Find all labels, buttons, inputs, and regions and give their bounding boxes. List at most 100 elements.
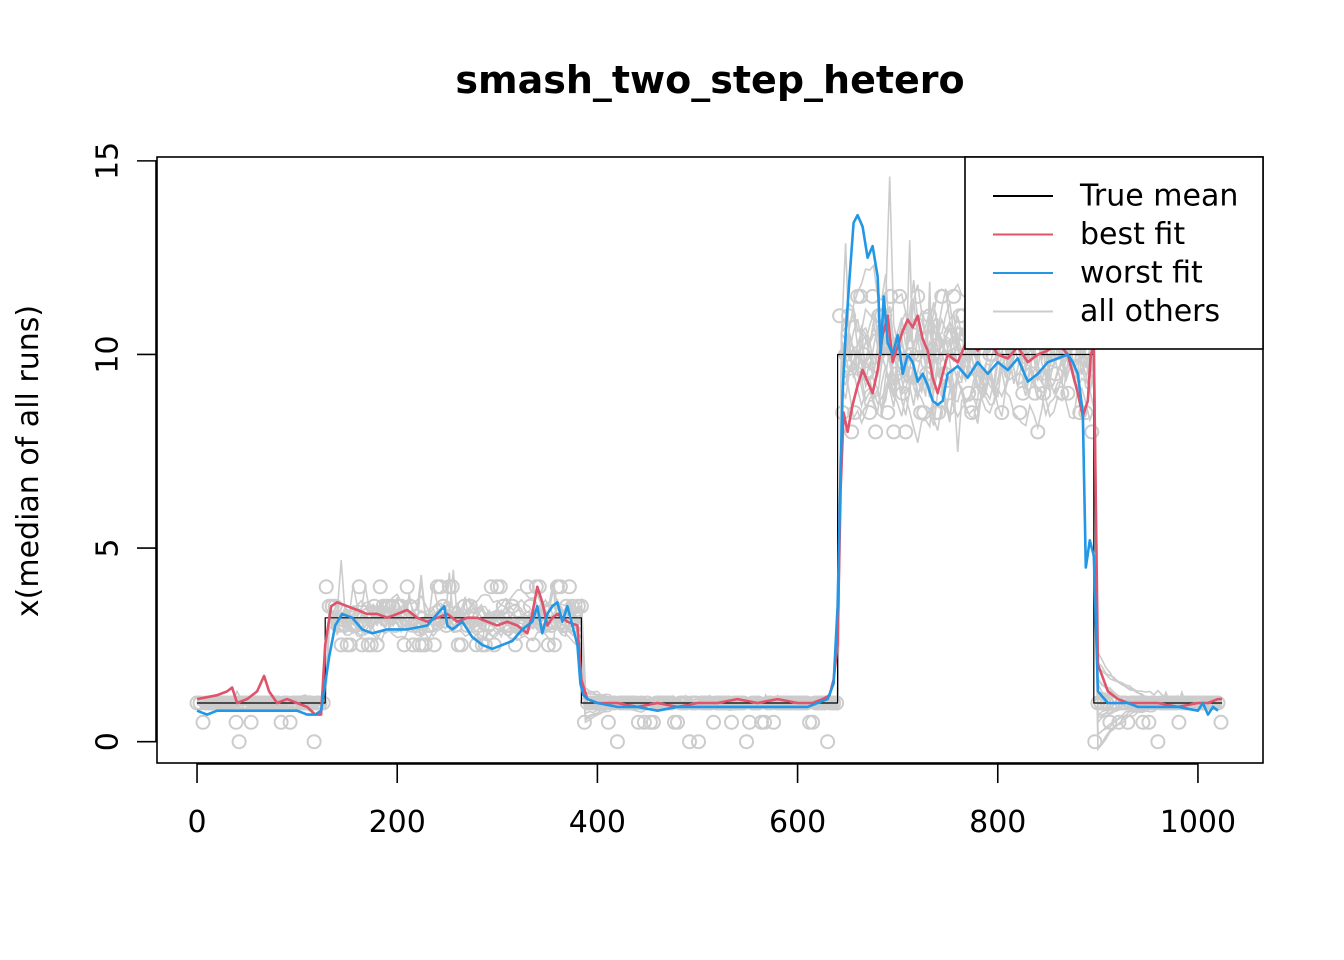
data-point [766,714,782,730]
x-tick-label: 0 [187,805,206,840]
data-point [333,637,349,653]
data-point [1030,424,1046,440]
data-point [913,405,929,421]
y-tick-label: 0 [91,732,126,751]
data-point [453,637,469,653]
data-point [931,405,947,421]
legend-label: worst fit [1080,256,1203,291]
x-tick-label: 400 [569,805,626,840]
data-point [636,714,652,730]
data-point [1036,385,1052,401]
y-tick-label: 10 [91,335,126,373]
x-tick-label: 1000 [1160,805,1236,840]
data-point [387,618,403,633]
data-point [970,385,986,401]
data-point [1048,366,1064,382]
data-point [805,714,821,730]
data-point [667,714,682,730]
data-point [273,714,289,730]
data-point [363,637,379,653]
data-point [1171,714,1187,730]
data-point [880,405,896,421]
data-point [417,637,433,653]
data-point [384,598,400,614]
data-point [504,598,520,614]
data-point [195,714,211,730]
data-point [862,405,878,421]
data-point [477,637,493,653]
data-point [609,734,625,750]
data-point [1060,385,1076,401]
data-point [645,714,661,730]
data-point [1087,734,1103,750]
data-point [318,579,334,595]
data-point [576,714,592,730]
data-point [1084,424,1100,440]
x-tick-label: 800 [969,805,1026,840]
data-point [546,637,562,653]
data-point [1150,734,1166,750]
data-point [961,385,977,401]
worst-fit-line [196,213,1219,716]
data-point [399,579,415,595]
data-point [456,598,472,614]
data-point [943,327,959,343]
data-point [231,734,247,750]
data-point [540,637,556,653]
data-point [682,734,697,750]
data-point [1141,714,1157,730]
data-point [561,579,577,595]
data-point [462,598,478,614]
data-point [964,405,980,421]
data-point [228,714,244,730]
data-point [1054,385,1070,401]
best-fit-line [196,314,1222,716]
data-point [1012,405,1028,421]
data-point [922,308,938,324]
data-point [898,424,914,440]
data-point [724,714,739,730]
data-point [739,734,754,750]
data-point [396,637,412,653]
data-point [892,288,908,304]
data-point [600,714,616,730]
data-point [306,734,322,750]
data-point [847,405,863,421]
data-point [691,734,706,750]
legend-label: True mean [1079,179,1238,214]
data-point [706,714,721,730]
data-point [868,424,884,440]
data-point [492,579,508,595]
data-point [820,734,836,750]
data-point [450,637,466,653]
data-point [327,598,343,614]
chart-title: smash_two_step_hetero [455,58,964,102]
data-point [1135,714,1151,730]
data-point [573,598,589,614]
data-point [525,637,541,653]
data-point [670,714,685,730]
data-point [910,288,926,304]
data-point [372,579,388,595]
x-tick-label: 600 [769,805,826,840]
data-point [946,288,962,304]
data-point [282,714,298,730]
data-point [495,598,511,614]
data-point [414,637,430,653]
data-point [243,714,259,730]
data-point [351,579,367,595]
x-tick-label: 200 [369,805,426,840]
data-point [1102,714,1118,730]
data-point [1111,714,1127,730]
data-point [426,637,442,653]
data-point [895,385,911,401]
data-point [564,598,580,614]
legend-label: best fit [1080,217,1185,252]
data-point [802,714,818,730]
data-point [483,579,499,595]
data-point [444,579,460,595]
data-point [354,637,370,653]
data-point [348,618,364,633]
